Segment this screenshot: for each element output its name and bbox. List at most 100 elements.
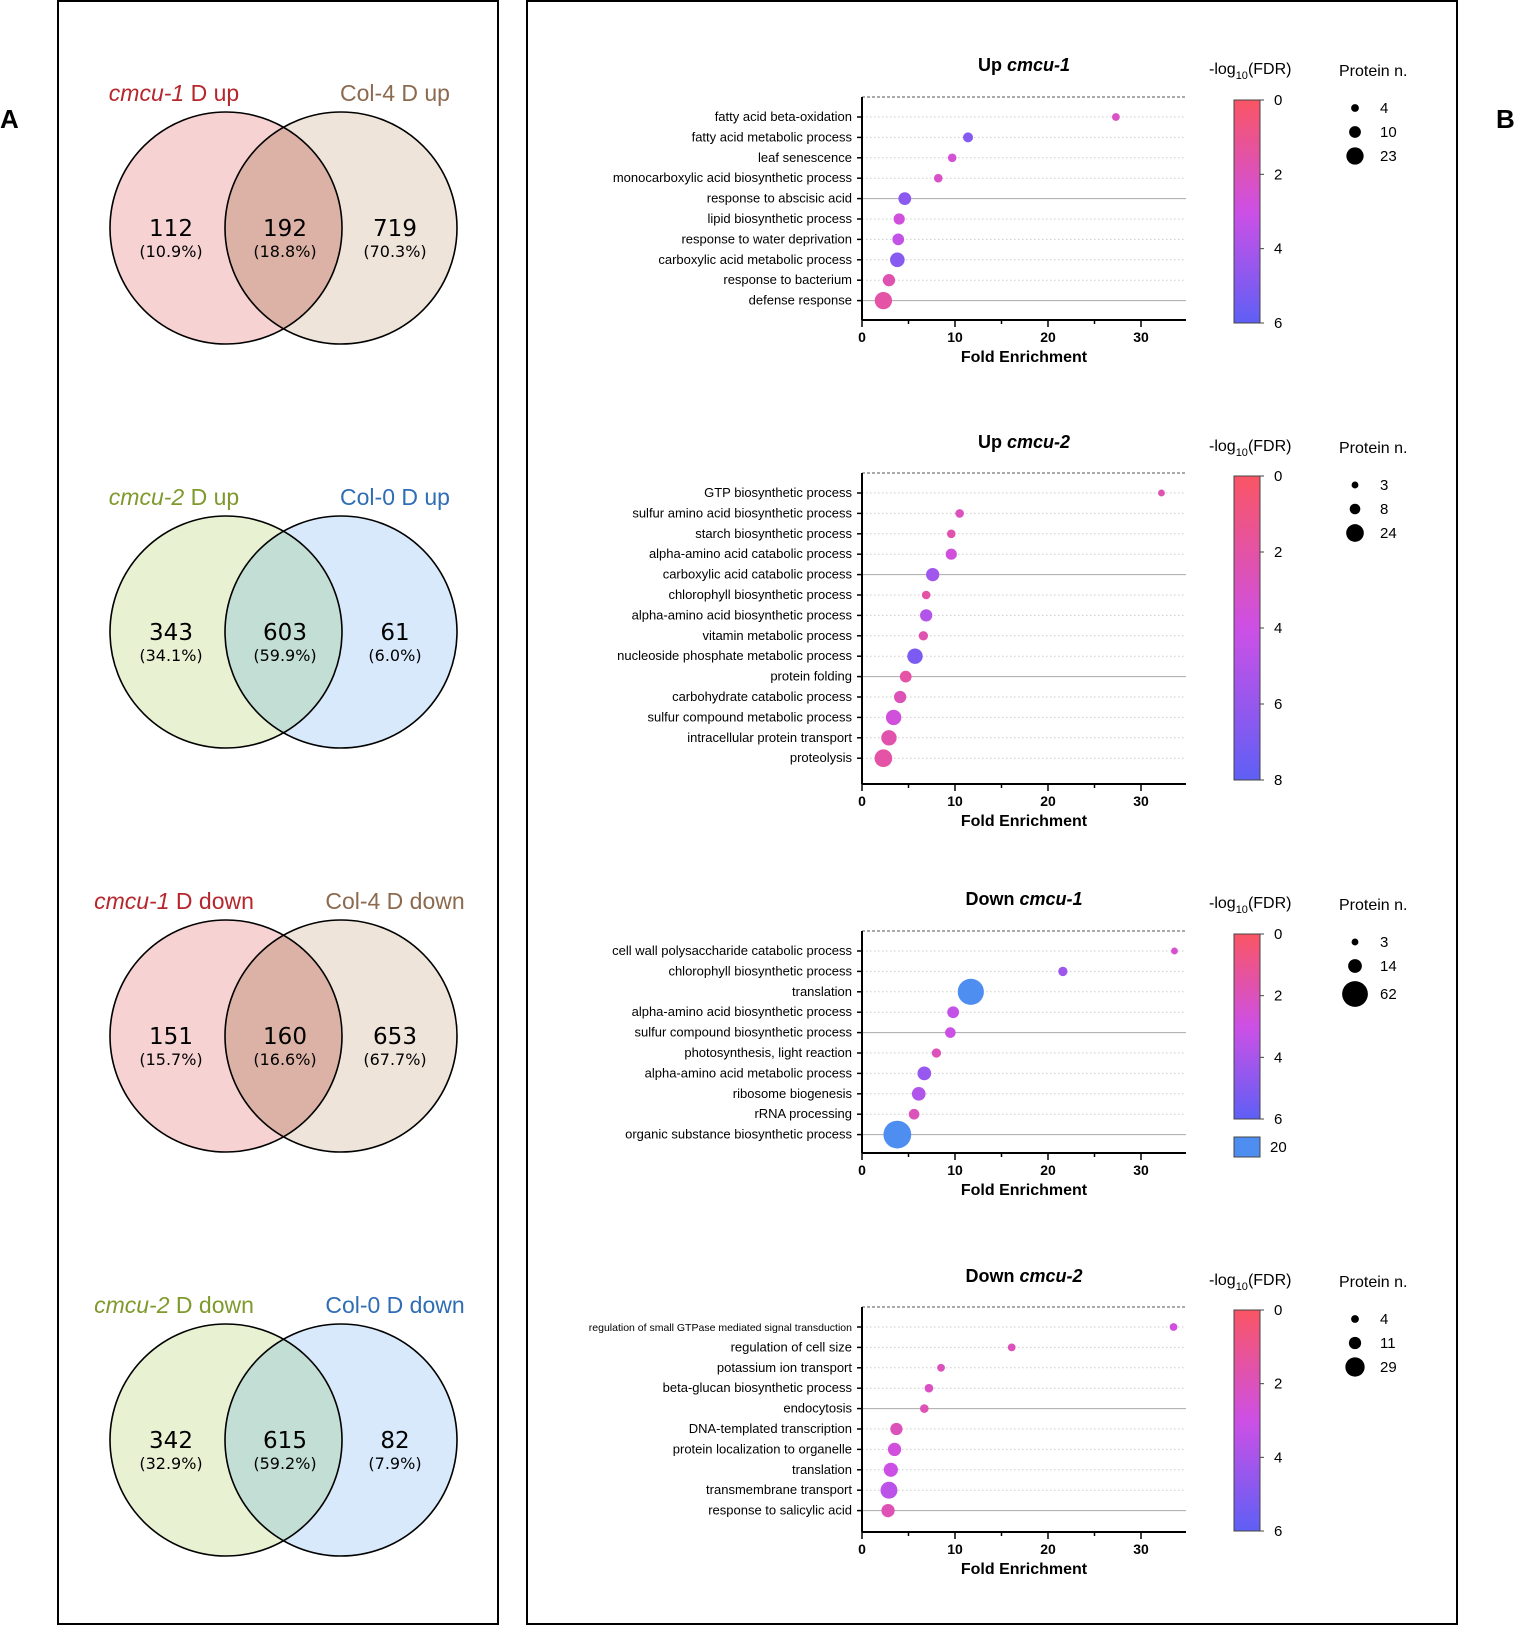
venn-overlap-percent: (16.6%) [253,1050,316,1069]
y-tick-label: monocarboxylic acid biosynthetic process [613,170,853,185]
data-point [893,213,905,225]
data-point [920,1404,929,1413]
size-legend-dot [1351,104,1359,112]
x-tick-label: 0 [858,1162,866,1178]
data-point [883,1120,912,1149]
venn-left-outline [109,111,343,345]
venn-overlap-count: 615 [263,1428,307,1454]
venn-right-outline [224,111,458,345]
data-point [911,1086,926,1101]
data-point [946,529,956,539]
venn-overlap [225,1324,342,1556]
data-point [931,1048,942,1058]
x-axis-label: Fold Enrichment [961,1561,1088,1578]
size-legend-label: 10 [1380,124,1397,141]
data-point [937,1363,945,1372]
venn-left-count: 342 [149,1428,193,1454]
colorbar-tick-label: 4 [1274,1049,1282,1066]
colorbar-title: -log10(FDR) [1209,61,1291,82]
y-tick-label: alpha-amino acid metabolic process [645,1065,853,1080]
venn-right-count: 719 [373,216,417,242]
data-point [921,590,931,600]
size-legend-label: 24 [1380,525,1397,542]
colorbar-tick-label: 4 [1274,1449,1282,1466]
colorbar-title: -log10(FDR) [1209,438,1291,459]
data-point [890,252,905,268]
x-tick-label: 0 [858,1541,866,1557]
data-point [892,233,905,246]
size-legend-title: Protein n. [1339,63,1407,80]
colorbar-tick-label: 2 [1274,544,1282,561]
venn-left-count: 343 [149,620,193,646]
venn-right-percent: (70.3%) [363,242,426,261]
dot-plot-1: Up cmcu-1 fatty acid beta-oxidation fatty … [613,55,1408,366]
colorbar-tick-label: 2 [1274,166,1282,183]
y-tick-label: fatty acid metabolic process [692,129,853,144]
venn-right-outline [224,919,458,1153]
y-tick-label: carboxylic acid catabolic process [663,567,853,582]
y-tick-label: beta-glucan biosynthetic process [663,1380,853,1395]
data-point [887,1442,902,1457]
venn-left-title: cmcu-2 D up [109,484,239,510]
data-point [926,567,940,582]
y-tick-label: protein folding [770,669,852,684]
y-tick-label: alpha-amino acid biosynthetic process [632,607,853,622]
venn-right-percent: (67.7%) [363,1050,426,1069]
x-axis-label: Fold Enrichment [961,1182,1088,1199]
venn-overlap-count: 192 [263,216,307,242]
venn-right-outline [224,1323,458,1557]
colorbar-tick-label: 6 [1274,1523,1282,1540]
size-legend-label: 3 [1380,477,1388,494]
panel-a-frame [57,0,499,1625]
size-legend-title: Protein n. [1339,1274,1407,1291]
size-legend-dot [1345,1357,1365,1377]
data-point [883,1462,898,1477]
colorbar-tick-label: 8 [1274,772,1282,789]
venn-overlap-count: 160 [263,1024,307,1050]
panel-label-a: A [0,104,19,134]
colorbar-overflow-label: 20 [1270,1139,1287,1156]
x-tick-label: 20 [1040,1541,1056,1557]
x-tick-label: 20 [1040,1162,1056,1178]
venn-left-outline [109,919,343,1153]
y-tick-label: response to water deprivation [681,231,852,246]
y-tick-label: endocytosis [783,1401,852,1416]
x-tick-label: 0 [858,793,866,809]
colorbar-tick-label: 6 [1274,315,1282,332]
venn-right-count: 61 [380,620,409,646]
panel-b-frame [526,0,1458,1625]
y-tick-label: alpha-amino acid catabolic process [649,546,853,561]
x-tick-label: 30 [1133,329,1149,345]
y-tick-label: nucleoside phosphate metabolic process [617,648,852,663]
venn-left-outline [109,1323,343,1557]
data-point [947,153,957,163]
colorbar-overflow-swatch [1233,1136,1261,1158]
colorbar [1233,933,1261,1120]
y-tick-label: carboxylic acid metabolic process [658,252,852,267]
venn-overlap-percent: (59.9%) [253,646,316,665]
size-legend-label: 29 [1380,1359,1397,1376]
size-legend-label: 14 [1380,958,1397,975]
size-legend-dot [1349,503,1361,515]
data-point [947,1006,960,1019]
x-tick-label: 10 [947,793,963,809]
y-tick-label: photosynthesis, light reaction [684,1045,852,1060]
venn-diagram-2: cmcu-2 D up Col-0 D up 343(34.1%) 603(59.9%… [109,484,458,749]
venn-left-percent: (15.7%) [139,1050,202,1069]
x-tick-label: 30 [1133,793,1149,809]
data-point [890,1422,903,1436]
data-point [893,690,907,704]
y-tick-label: organic substance biosynthetic process [625,1127,852,1142]
size-legend-dot [1351,481,1359,489]
venn-overlap [225,920,342,1152]
y-tick-label: GTP biosynthetic process [704,485,852,500]
x-tick-label: 20 [1040,793,1056,809]
y-tick-label: translation [792,1462,852,1477]
venn-left-title: cmcu-1 D down [94,888,254,914]
data-point [899,670,912,683]
venn-left-count: 112 [149,216,193,242]
x-axis-label: Fold Enrichment [961,813,1088,830]
venn-right-title: Col-0 D up [340,484,450,510]
size-legend-dot [1346,147,1364,165]
